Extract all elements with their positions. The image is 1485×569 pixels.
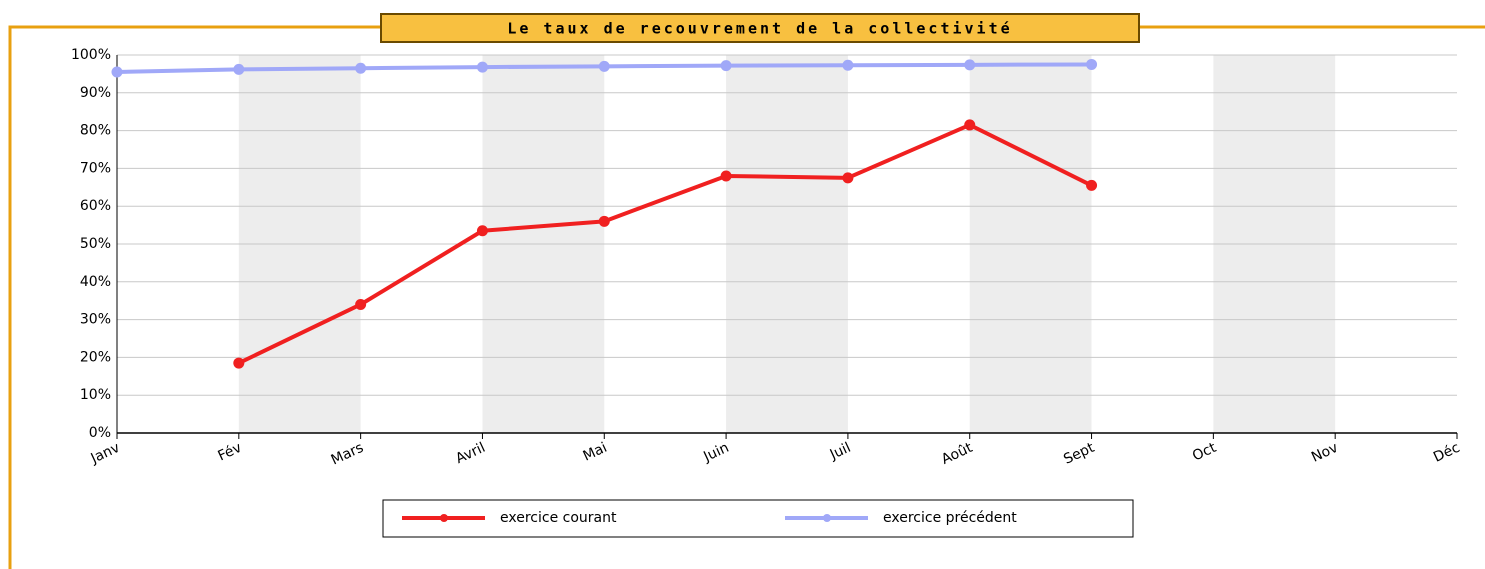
x-tick-label: Mai <box>581 440 610 465</box>
y-tick-label: 60% <box>80 198 111 214</box>
series-line <box>237 122 1093 365</box>
point <box>1086 58 1098 70</box>
point <box>720 170 732 182</box>
point <box>598 60 610 72</box>
chart-title: Le taux de recouvrement de la collectivi… <box>507 20 1012 38</box>
point <box>355 298 367 310</box>
point <box>720 60 732 72</box>
point <box>476 225 488 237</box>
y-tick-label: 30% <box>80 312 111 328</box>
point <box>842 172 854 184</box>
y-tick-label: 70% <box>80 160 111 176</box>
frame <box>8 25 1485 569</box>
point <box>355 62 367 74</box>
x-tick-label: Sept <box>1061 440 1097 468</box>
legend-label: exercice précédent <box>883 510 1017 526</box>
point <box>842 59 854 71</box>
x-tick-label: Avril <box>453 440 487 467</box>
y-tick-label: 100% <box>71 47 111 63</box>
x-tick-label: Juil <box>827 440 854 464</box>
legend-label: exercice courant <box>500 510 617 526</box>
point <box>476 61 488 73</box>
x-tick-label: Nov <box>1309 440 1341 466</box>
x-tick-label: Fév <box>216 440 245 465</box>
point <box>964 59 976 71</box>
y-tick-label: 90% <box>80 85 111 101</box>
point <box>233 63 245 75</box>
point <box>111 66 123 78</box>
x-tick-label: Mars <box>329 440 366 469</box>
x-tick-label: Août <box>939 440 975 468</box>
legend <box>382 499 1134 538</box>
y-tick-label: 80% <box>80 123 111 139</box>
x-tick-label: Oct <box>1190 440 1219 465</box>
x-tick-label: Janv <box>88 440 123 468</box>
point <box>964 119 976 131</box>
y-tick-label: 10% <box>80 387 111 403</box>
y-tick-label: 20% <box>80 349 111 365</box>
y-tick-label: 40% <box>80 274 111 290</box>
title-box <box>380 13 1140 43</box>
y-tick-label: 0% <box>89 425 111 441</box>
point <box>233 357 245 369</box>
y-tick-label: 50% <box>80 236 111 252</box>
point <box>598 215 610 227</box>
legend-marker <box>823 514 831 522</box>
x-tick-label: Déc <box>1431 440 1462 466</box>
point <box>1086 179 1098 191</box>
x-tick-label: Juin <box>700 440 731 466</box>
legend-marker <box>440 514 448 522</box>
